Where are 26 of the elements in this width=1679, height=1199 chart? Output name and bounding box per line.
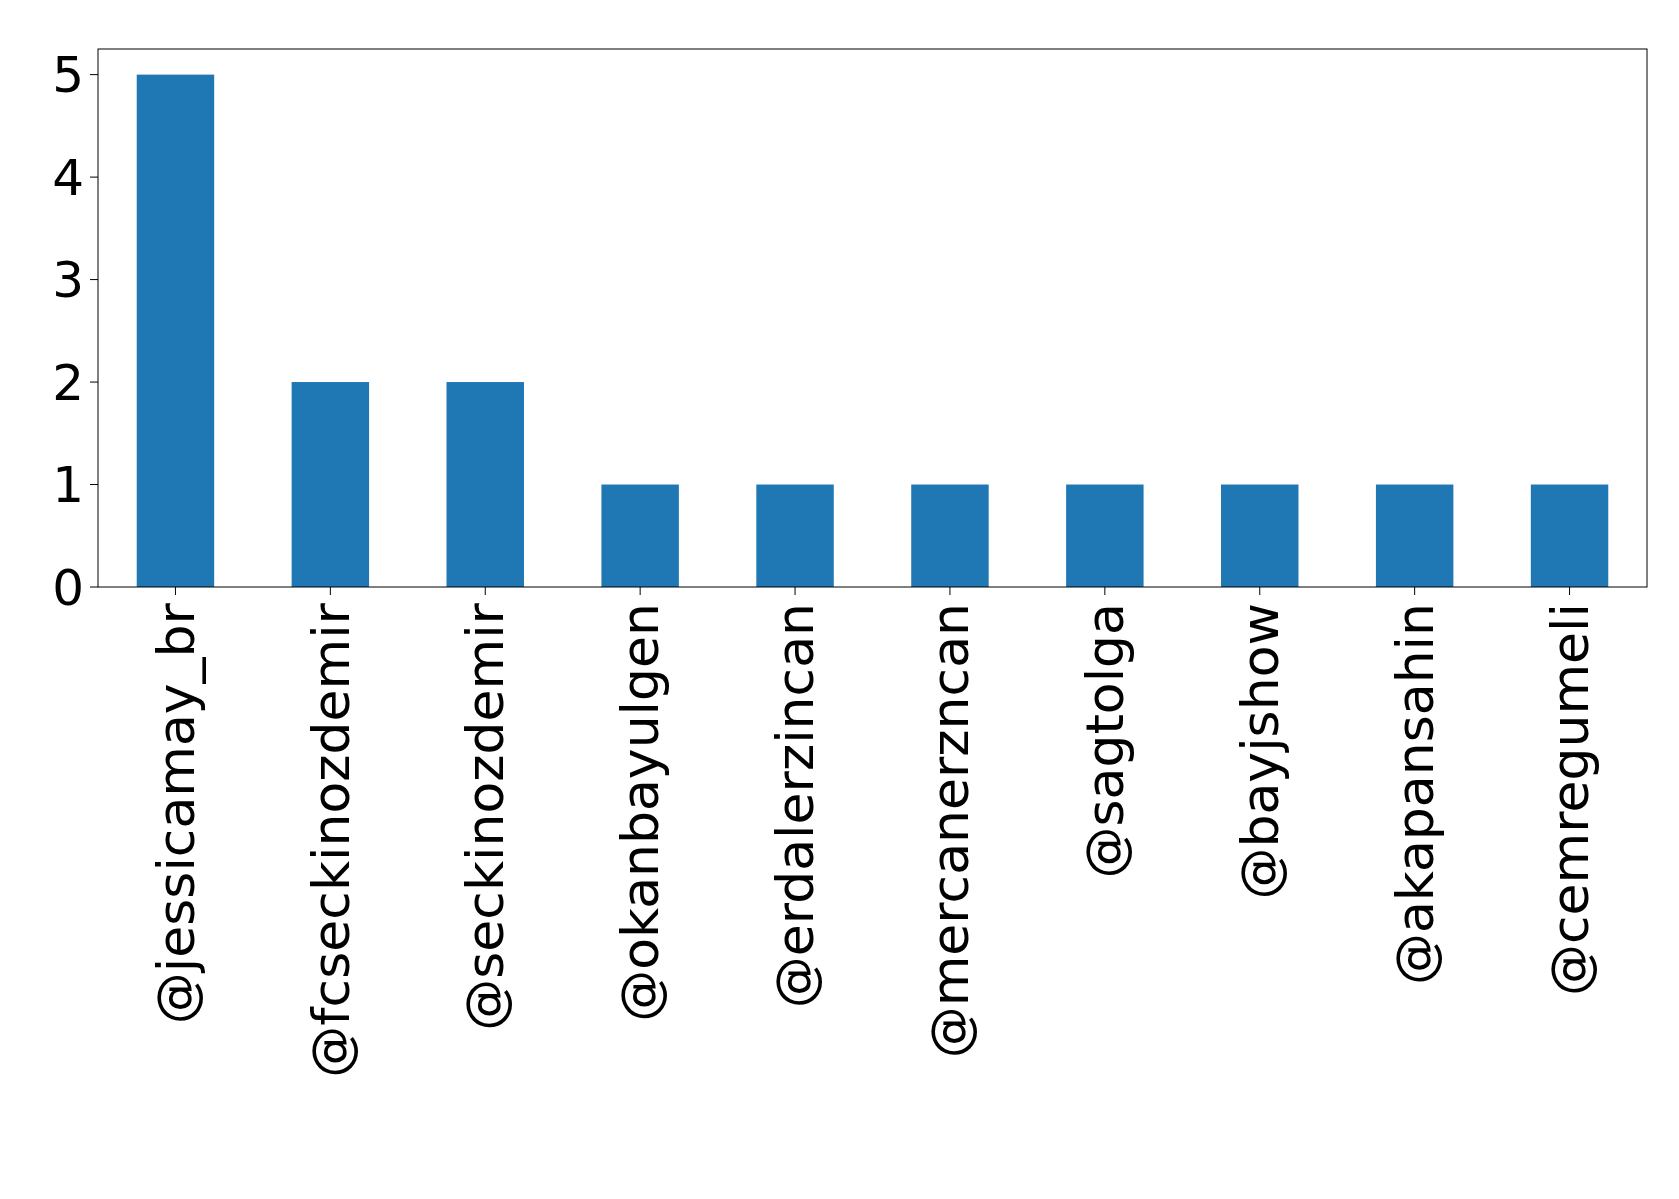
x-tick-label: @akapansahin: [1384, 603, 1445, 986]
y-tick-label: 0: [52, 558, 84, 617]
bar: [601, 484, 679, 587]
x-tick-label: @seckinozdemir: [455, 602, 516, 1031]
x-tick-label: @erdalerzincan: [765, 603, 826, 1009]
x-tick-label: @mercanerzncan: [920, 603, 981, 1059]
bar: [446, 382, 524, 587]
x-tick-label: @bayjshow: [1229, 603, 1290, 900]
x-tick-label: @okanbayulgen: [610, 603, 671, 1022]
y-tick-label: 5: [52, 46, 84, 105]
bar: [136, 74, 215, 587]
bar: [1221, 484, 1299, 587]
bar: [911, 484, 989, 587]
y-tick-label: 3: [52, 251, 84, 310]
y-tick-label: 2: [52, 353, 84, 412]
bar: [756, 484, 834, 587]
bar: [1375, 484, 1454, 587]
bar: [1530, 484, 1609, 587]
x-tick-label: @fcseckinozdemir: [300, 602, 361, 1078]
y-tick-label: 1: [52, 456, 84, 515]
y-tick-label: 4: [52, 148, 84, 207]
x-tick-label: @jessicamay_br: [145, 602, 206, 1025]
bar: [1066, 484, 1144, 587]
bar: [291, 382, 370, 587]
x-tick-label: @cemregumeli: [1539, 603, 1600, 996]
x-tick-label: @sagtolga: [1075, 603, 1136, 879]
